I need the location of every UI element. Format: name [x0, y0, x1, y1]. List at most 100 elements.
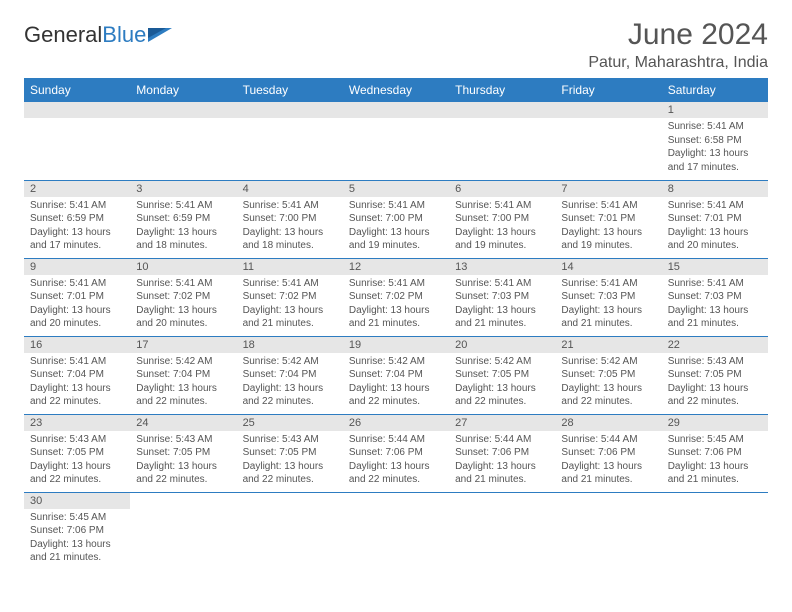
weekday-thursday: Thursday: [449, 78, 555, 102]
week-row: 2Sunrise: 5:41 AMSunset: 6:59 PMDaylight…: [24, 180, 768, 258]
sunset-text: Sunset: 6:58 PM: [668, 134, 762, 148]
day-details: Sunrise: 5:41 AMSunset: 7:00 PMDaylight:…: [449, 197, 555, 257]
day-cell: 27Sunrise: 5:44 AMSunset: 7:06 PMDayligh…: [449, 414, 555, 492]
sunrise-text: Sunrise: 5:41 AM: [561, 277, 655, 291]
day-number: 26: [343, 415, 449, 431]
daylight-text: Daylight: 13 hours and 20 minutes.: [30, 304, 124, 331]
sunset-text: Sunset: 7:05 PM: [561, 368, 655, 382]
day-details: Sunrise: 5:41 AMSunset: 7:04 PMDaylight:…: [24, 353, 130, 413]
sunrise-text: Sunrise: 5:43 AM: [30, 433, 124, 447]
sunrise-text: Sunrise: 5:41 AM: [136, 277, 230, 291]
day-number: 6: [449, 181, 555, 197]
sunset-text: Sunset: 7:02 PM: [136, 290, 230, 304]
day-number: 27: [449, 415, 555, 431]
day-details: Sunrise: 5:41 AMSunset: 7:02 PMDaylight:…: [237, 275, 343, 335]
day-details: Sunrise: 5:41 AMSunset: 7:00 PMDaylight:…: [343, 197, 449, 257]
location-label: Patur, Maharashtra, India: [588, 54, 768, 72]
week-row: 16Sunrise: 5:41 AMSunset: 7:04 PMDayligh…: [24, 336, 768, 414]
sunset-text: Sunset: 7:01 PM: [30, 290, 124, 304]
daylight-text: Daylight: 13 hours and 19 minutes.: [455, 226, 549, 253]
day-cell: 1 Sunrise: 5:41 AM Sunset: 6:58 PM Dayli…: [662, 102, 768, 180]
sunrise-text: Sunrise: 5:43 AM: [668, 355, 762, 369]
day-number: 16: [24, 337, 130, 353]
day-details: Sunrise: 5:42 AMSunset: 7:04 PMDaylight:…: [343, 353, 449, 413]
weekday-sunday: Sunday: [24, 78, 130, 102]
empty-cell: [130, 492, 236, 570]
day-details: Sunrise: 5:41 AMSunset: 7:01 PMDaylight:…: [555, 197, 661, 257]
day-details: Sunrise: 5:41 AMSunset: 7:03 PMDaylight:…: [449, 275, 555, 335]
day-details: Sunrise: 5:44 AMSunset: 7:06 PMDaylight:…: [555, 431, 661, 491]
day-number: 9: [24, 259, 130, 275]
empty-cell: [555, 492, 661, 570]
sunrise-text: Sunrise: 5:42 AM: [561, 355, 655, 369]
day-details: Sunrise: 5:41 AM Sunset: 6:58 PM Dayligh…: [662, 118, 768, 178]
day-cell: 2Sunrise: 5:41 AMSunset: 6:59 PMDaylight…: [24, 180, 130, 258]
day-details: Sunrise: 5:41 AMSunset: 7:01 PMDaylight:…: [662, 197, 768, 257]
sunrise-text: Sunrise: 5:45 AM: [668, 433, 762, 447]
day-details: Sunrise: 5:41 AMSunset: 7:01 PMDaylight:…: [24, 275, 130, 335]
day-cell: 10Sunrise: 5:41 AMSunset: 7:02 PMDayligh…: [130, 258, 236, 336]
day-cell: 22Sunrise: 5:43 AMSunset: 7:05 PMDayligh…: [662, 336, 768, 414]
daylight-text: Daylight: 13 hours and 18 minutes.: [243, 226, 337, 253]
day-number: 23: [24, 415, 130, 431]
day-cell: 21Sunrise: 5:42 AMSunset: 7:05 PMDayligh…: [555, 336, 661, 414]
daylight-text: Daylight: 13 hours and 21 minutes.: [455, 460, 549, 487]
empty-cell: [449, 102, 555, 180]
day-cell: 20Sunrise: 5:42 AMSunset: 7:05 PMDayligh…: [449, 336, 555, 414]
day-number: 22: [662, 337, 768, 353]
daylight-text: Daylight: 13 hours and 22 minutes.: [243, 382, 337, 409]
empty-cell: [130, 102, 236, 180]
sunset-text: Sunset: 7:04 PM: [243, 368, 337, 382]
weekday-header-row: Sunday Monday Tuesday Wednesday Thursday…: [24, 78, 768, 102]
sunrise-text: Sunrise: 5:41 AM: [668, 199, 762, 213]
daylight-text: Daylight: 13 hours and 21 minutes.: [668, 460, 762, 487]
weekday-saturday: Saturday: [662, 78, 768, 102]
day-number: 14: [555, 259, 661, 275]
sunrise-text: Sunrise: 5:42 AM: [136, 355, 230, 369]
brand-logo: GeneralBlue: [24, 22, 172, 48]
sunrise-text: Sunrise: 5:41 AM: [30, 355, 124, 369]
sunrise-text: Sunrise: 5:42 AM: [349, 355, 443, 369]
sunset-text: Sunset: 6:59 PM: [136, 212, 230, 226]
day-number: 15: [662, 259, 768, 275]
day-number: 5: [343, 181, 449, 197]
sunset-text: Sunset: 7:06 PM: [455, 446, 549, 460]
daylight-text: Daylight: 13 hours and 22 minutes.: [136, 460, 230, 487]
daylight-text: Daylight: 13 hours and 22 minutes.: [30, 382, 124, 409]
day-details: Sunrise: 5:41 AMSunset: 7:03 PMDaylight:…: [555, 275, 661, 335]
sunrise-text: Sunrise: 5:41 AM: [455, 277, 549, 291]
brand-part1: General: [24, 22, 102, 48]
daylight-text: Daylight: 13 hours and 21 minutes.: [243, 304, 337, 331]
day-details: Sunrise: 5:41 AMSunset: 6:59 PMDaylight:…: [130, 197, 236, 257]
sunset-text: Sunset: 7:05 PM: [243, 446, 337, 460]
flag-icon: [148, 26, 172, 44]
sunset-text: Sunset: 7:03 PM: [455, 290, 549, 304]
empty-cell: [555, 102, 661, 180]
day-cell: 4Sunrise: 5:41 AMSunset: 7:00 PMDaylight…: [237, 180, 343, 258]
sunset-text: Sunset: 7:05 PM: [30, 446, 124, 460]
sunrise-text: Sunrise: 5:42 AM: [455, 355, 549, 369]
day-cell: 9Sunrise: 5:41 AMSunset: 7:01 PMDaylight…: [24, 258, 130, 336]
sunrise-text: Sunrise: 5:44 AM: [561, 433, 655, 447]
day-details: Sunrise: 5:45 AMSunset: 7:06 PMDaylight:…: [24, 509, 130, 569]
week-row: 30Sunrise: 5:45 AMSunset: 7:06 PMDayligh…: [24, 492, 768, 570]
day-details: Sunrise: 5:41 AMSunset: 6:59 PMDaylight:…: [24, 197, 130, 257]
empty-cell: [343, 492, 449, 570]
day-cell: 5Sunrise: 5:41 AMSunset: 7:00 PMDaylight…: [343, 180, 449, 258]
day-cell: 15Sunrise: 5:41 AMSunset: 7:03 PMDayligh…: [662, 258, 768, 336]
daylight-text: Daylight: 13 hours and 17 minutes.: [668, 147, 762, 174]
daylight-text: Daylight: 13 hours and 17 minutes.: [30, 226, 124, 253]
sunset-text: Sunset: 6:59 PM: [30, 212, 124, 226]
day-number: 29: [662, 415, 768, 431]
daylight-text: Daylight: 13 hours and 22 minutes.: [136, 382, 230, 409]
daylight-text: Daylight: 13 hours and 18 minutes.: [136, 226, 230, 253]
day-cell: 8Sunrise: 5:41 AMSunset: 7:01 PMDaylight…: [662, 180, 768, 258]
day-details: Sunrise: 5:41 AMSunset: 7:00 PMDaylight:…: [237, 197, 343, 257]
daylight-text: Daylight: 13 hours and 21 minutes.: [561, 460, 655, 487]
sunset-text: Sunset: 7:03 PM: [668, 290, 762, 304]
day-number: 28: [555, 415, 661, 431]
day-details: Sunrise: 5:43 AMSunset: 7:05 PMDaylight:…: [237, 431, 343, 491]
weekday-friday: Friday: [555, 78, 661, 102]
empty-cell: [343, 102, 449, 180]
daylight-text: Daylight: 13 hours and 20 minutes.: [136, 304, 230, 331]
